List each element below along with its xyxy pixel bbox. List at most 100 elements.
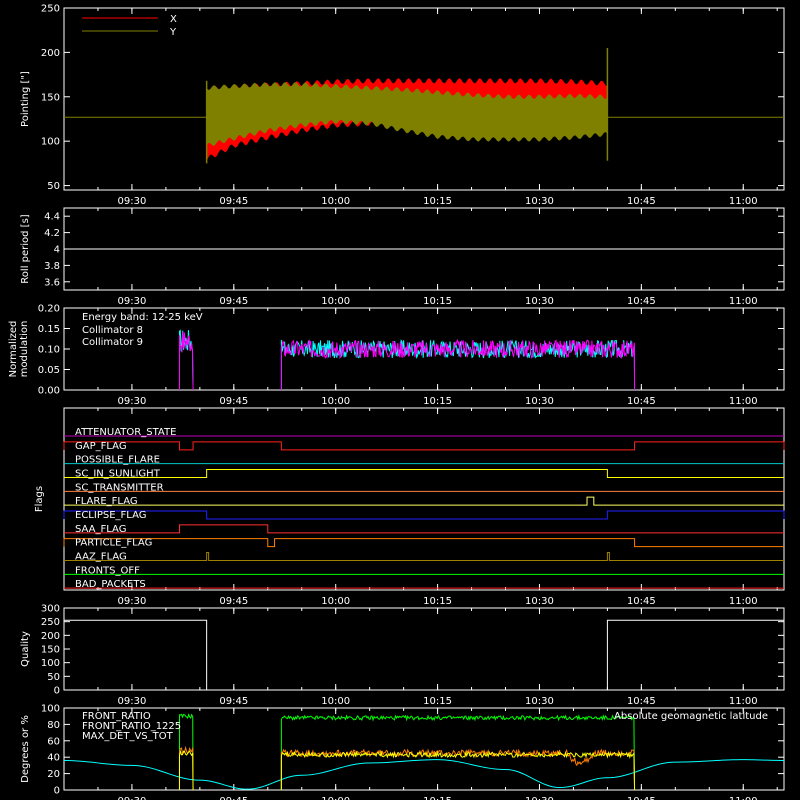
x-tick-label: 09:30 bbox=[118, 396, 147, 407]
y-tick-label: 50 bbox=[47, 181, 60, 192]
flag-label-sc-transmitter: SC_TRANSMITTER bbox=[75, 482, 164, 493]
x-tick-label: 10:15 bbox=[423, 796, 452, 800]
y-tick-label: 300 bbox=[41, 604, 60, 615]
y-tick-label: 0 bbox=[54, 686, 60, 697]
flag-label-gap-flag: GAP_FLAG bbox=[75, 441, 127, 452]
collimator-8-trace bbox=[178, 329, 194, 391]
y-axis-label: Pointing ["] bbox=[20, 71, 31, 127]
y-tick-label: 0.00 bbox=[38, 386, 60, 397]
front-ratio-trace bbox=[280, 750, 636, 791]
x-tick-label: 10:15 bbox=[423, 396, 452, 407]
y-tick-label: 0.15 bbox=[38, 324, 60, 335]
flag-label-aaz-flag: AAZ_FLAG bbox=[75, 552, 127, 563]
x-tick-label: 09:45 bbox=[219, 796, 248, 800]
x-tick-label: 11:00 bbox=[729, 796, 758, 800]
x-tick-label: 09:30 bbox=[118, 796, 147, 800]
y-tick-label: 250 bbox=[41, 4, 60, 15]
flag-line-aaz-flag bbox=[64, 552, 784, 561]
x-tick-label: 09:30 bbox=[118, 196, 147, 207]
x-tick-label: 10:30 bbox=[525, 396, 554, 407]
series-y-band bbox=[206, 82, 608, 146]
y-axis-label: Degrees or % bbox=[20, 715, 31, 783]
panel-1: 09:30 09:45 10:00 10:15 10:30 10:45 11:00 50 100… bbox=[20, 4, 785, 207]
y-tick-label: 100 bbox=[41, 658, 60, 669]
x-tick-label: 09:30 bbox=[118, 596, 147, 607]
legend-label-front-ratio-1225: FRONT_RATIO_1225 bbox=[82, 721, 181, 732]
flag-line-gap-flag bbox=[63, 441, 785, 451]
plot-frame bbox=[63, 7, 785, 191]
front-ratio-1225-trace bbox=[178, 713, 194, 791]
flag-label-saa-flag: SAA_FLAG bbox=[75, 524, 126, 535]
x-tick-label: 10:45 bbox=[627, 396, 656, 407]
y-tick-label: 0.05 bbox=[38, 365, 60, 376]
y-tick-label: 3.6 bbox=[44, 277, 60, 288]
panel-2: 09:30 09:45 10:00 10:15 10:30 10:45 11:00 3.6 3.… bbox=[20, 207, 785, 307]
flag-line-eclipse-flag bbox=[63, 510, 785, 520]
x-tick-label: 10:30 bbox=[525, 296, 554, 307]
y-tick-label: 100 bbox=[41, 704, 60, 715]
energy-band-annotation: Energy band: 12-25 keV bbox=[82, 312, 203, 323]
x-tick-label: 10:15 bbox=[423, 196, 452, 207]
panels: 09:30 09:45 10:00 10:15 10:30 10:45 11:00 50 100… bbox=[8, 4, 785, 800]
legend-label-x: X bbox=[170, 14, 177, 25]
latitude-label: Absolute geomagnetic latitude bbox=[614, 711, 768, 722]
flag-label-sc-in-sunlight: SC_IN_SUNLIGHT bbox=[75, 469, 161, 480]
x-tick-label: 11:00 bbox=[729, 196, 758, 207]
x-tick-label: 10:15 bbox=[423, 596, 452, 607]
legend-label-y: Y bbox=[169, 27, 177, 38]
x-tick-label: 11:00 bbox=[729, 296, 758, 307]
flag-label-particle-flag: PARTICLE_FLAG bbox=[75, 538, 152, 549]
y-tick-label: 150 bbox=[41, 645, 60, 656]
flag-label-fronts-off: FRONTS_OFF bbox=[75, 565, 140, 576]
x-tick-label: 10:15 bbox=[423, 296, 452, 307]
y-axis-label: Normalizedmodulation bbox=[8, 321, 30, 378]
x-tick-label: 09:30 bbox=[118, 296, 147, 307]
y-axis-label: Roll period [s] bbox=[20, 214, 31, 283]
x-tick-label: 10:45 bbox=[627, 196, 656, 207]
x-tick-label: 10:15 bbox=[423, 696, 452, 707]
y-tick-label: 4.2 bbox=[44, 228, 60, 239]
legend-label-max-det-vs-tot: MAX_DET_VS_TOT bbox=[82, 731, 174, 742]
panel-3: 09:30 09:45 10:00 10:15 10:30 10:45 11:00 0.00 0… bbox=[8, 304, 785, 407]
x-tick-label: 10:30 bbox=[525, 796, 554, 800]
panel-4: 09:30 09:45 10:00 10:15 10:30 10:45 11:00 Flags… bbox=[34, 407, 785, 607]
x-tick-label: 11:00 bbox=[729, 596, 758, 607]
collimator-9-trace bbox=[280, 338, 636, 391]
x-tick-label: 10:00 bbox=[321, 696, 350, 707]
y-tick-label: 0 bbox=[54, 786, 60, 797]
x-tick-label: 10:30 bbox=[525, 696, 554, 707]
y-tick-label: 200 bbox=[41, 48, 60, 59]
flag-line-flare-flag bbox=[64, 496, 784, 506]
legend-label-front-ratio: FRONT_RATIO bbox=[82, 711, 151, 722]
x-tick-label: 11:00 bbox=[729, 396, 758, 407]
y-tick-label: 60 bbox=[47, 736, 60, 747]
y-tick-label: 200 bbox=[41, 631, 60, 642]
x-tick-label: 10:00 bbox=[321, 196, 350, 207]
y-tick-label: 4 bbox=[54, 245, 60, 256]
collimator-8-trace bbox=[280, 339, 636, 391]
x-tick-label: 10:00 bbox=[321, 796, 350, 800]
x-tick-label: 10:00 bbox=[321, 596, 350, 607]
panel-6: 09:30 09:45 10:00 10:15 10:30 10:45 11:00 0 20 40… bbox=[20, 704, 785, 800]
y-tick-label: 40 bbox=[47, 753, 60, 764]
y-tick-label: 100 bbox=[41, 137, 60, 148]
flag-label-possible-flare: POSSIBLE_FLARE bbox=[75, 455, 160, 466]
x-tick-label: 10:45 bbox=[627, 696, 656, 707]
x-tick-label: 10:30 bbox=[525, 596, 554, 607]
y-tick-label: 80 bbox=[47, 720, 60, 731]
x-tick-label: 10:00 bbox=[321, 296, 350, 307]
x-tick-label: 10:45 bbox=[627, 796, 656, 800]
x-tick-label: 09:45 bbox=[219, 596, 248, 607]
y-tick-label: 3.8 bbox=[44, 261, 60, 272]
front-ratio-trace bbox=[178, 749, 194, 791]
x-tick-label: 10:45 bbox=[627, 296, 656, 307]
flag-label-bad-packets: BAD_PACKETS bbox=[75, 579, 146, 590]
max-det-trace bbox=[178, 745, 194, 791]
flag-label-flare-flag: FLARE_FLAG bbox=[75, 496, 138, 507]
x-tick-label: 10:45 bbox=[627, 596, 656, 607]
y-tick-label: 50 bbox=[47, 672, 60, 683]
y-tick-label: 20 bbox=[47, 769, 60, 780]
y-tick-label: 150 bbox=[41, 92, 60, 103]
x-tick-label: 09:45 bbox=[219, 396, 248, 407]
